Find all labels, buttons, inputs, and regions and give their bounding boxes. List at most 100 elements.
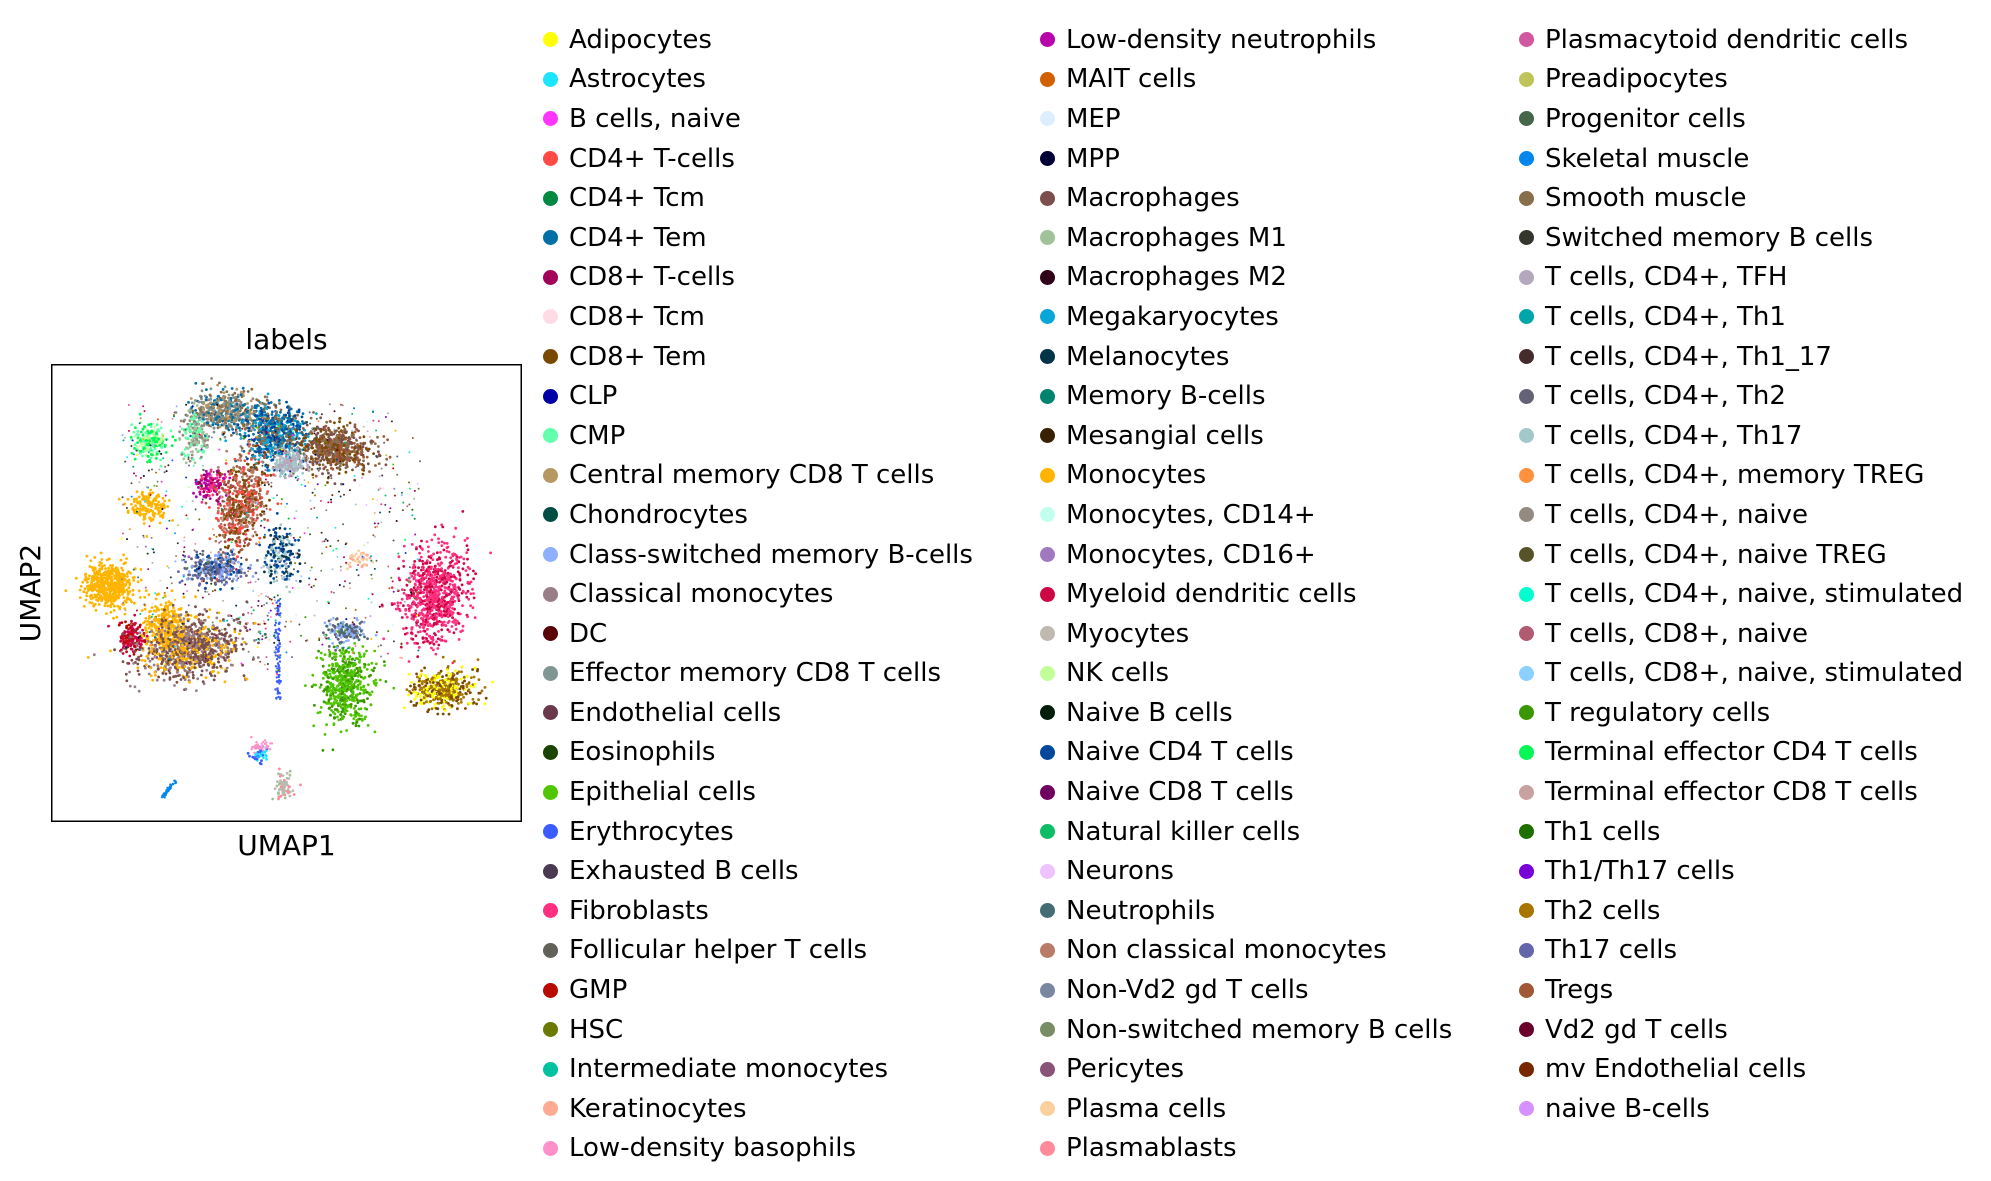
scatter-point xyxy=(147,651,151,655)
scatter-point xyxy=(149,509,153,512)
scatter-point xyxy=(166,641,170,645)
scatter-point xyxy=(253,621,257,625)
scatter-point xyxy=(207,615,211,619)
scatter-point xyxy=(260,413,264,416)
scatter-point xyxy=(206,487,209,491)
scatter-point xyxy=(152,437,155,440)
scatter-point xyxy=(329,433,333,436)
scatter-point xyxy=(193,441,196,444)
scatter-point xyxy=(280,469,284,473)
scatter-point xyxy=(149,447,153,450)
scatter-point xyxy=(109,604,112,607)
scatter-point xyxy=(155,593,159,597)
scatter-point xyxy=(88,574,91,578)
scatter-point xyxy=(115,615,119,619)
scatter-point xyxy=(121,632,124,636)
scatter-point xyxy=(193,427,197,431)
scatter-point xyxy=(132,500,136,504)
scatter-point xyxy=(121,572,125,576)
scatter-point xyxy=(195,689,198,692)
scatter-point xyxy=(252,432,255,436)
scatter-point xyxy=(191,458,195,461)
scatter-point xyxy=(190,637,193,641)
scatter-point xyxy=(201,382,205,385)
scatter-point xyxy=(167,624,170,628)
scatter-point xyxy=(180,664,184,668)
scatter-point xyxy=(124,561,128,565)
scatter-point xyxy=(238,409,242,413)
scatter-point xyxy=(91,586,95,589)
scatter-point xyxy=(95,578,99,581)
scatter-point xyxy=(316,452,319,455)
scatter-point xyxy=(259,406,263,410)
scatter-point xyxy=(124,583,128,587)
scatter-point xyxy=(385,457,389,461)
scatter-point xyxy=(353,460,357,464)
scatter-point xyxy=(216,412,220,416)
scatter-point xyxy=(289,420,293,423)
scatter-point xyxy=(250,458,253,461)
scatter-point xyxy=(204,469,208,473)
scatter-point xyxy=(288,417,292,420)
scatter-point xyxy=(111,588,114,592)
scatter-point xyxy=(200,389,204,393)
scatter-point xyxy=(103,564,106,567)
scatter-point xyxy=(357,429,360,433)
scatter-point xyxy=(135,497,138,501)
scatter-point xyxy=(170,589,174,593)
scatter-point xyxy=(220,647,223,651)
scatter-point xyxy=(100,599,103,603)
scatter-point xyxy=(215,476,219,480)
scatter-point xyxy=(342,450,345,454)
scatter-point xyxy=(112,616,115,620)
scatter-point xyxy=(139,430,143,434)
scatter-point xyxy=(253,530,257,534)
scatter-point xyxy=(326,481,329,484)
scatter-point xyxy=(365,455,369,459)
scatter-point xyxy=(216,653,220,656)
scatter-point xyxy=(246,406,250,409)
scatter-point xyxy=(204,398,208,402)
scatter-point xyxy=(167,499,171,502)
scatter-point xyxy=(296,447,300,451)
scatter-point xyxy=(275,468,279,472)
scatter-point xyxy=(195,482,199,486)
scatter-point xyxy=(110,572,114,576)
scatter-point xyxy=(319,416,322,420)
scatter-point xyxy=(179,618,183,622)
scatter-point xyxy=(122,553,125,557)
scatter-point xyxy=(130,647,134,651)
scatter-point xyxy=(320,444,324,447)
scatter-point xyxy=(137,658,141,662)
scatter-point xyxy=(133,443,137,446)
scatter-point xyxy=(154,499,158,502)
scatter-point xyxy=(153,502,157,506)
scatter-point xyxy=(290,427,294,431)
scatter-point xyxy=(144,589,148,593)
scatter-point xyxy=(86,584,90,588)
scatter-point xyxy=(209,401,213,405)
scatter-point xyxy=(168,603,172,607)
scatter-point xyxy=(205,668,209,672)
scatter-point xyxy=(273,403,276,407)
scatter-point xyxy=(92,653,96,657)
scatter-point xyxy=(213,674,217,678)
scatter-point xyxy=(128,670,131,674)
scatter-point xyxy=(162,640,165,644)
scatter-point xyxy=(109,577,113,581)
scatter-point xyxy=(304,459,308,462)
scatter-point xyxy=(231,492,235,496)
scatter-point xyxy=(241,412,245,416)
scatter-point xyxy=(293,414,297,418)
scatter-point xyxy=(136,436,140,440)
scatter-point xyxy=(205,647,209,651)
scatter-point xyxy=(113,574,116,578)
scatter-point xyxy=(138,631,142,635)
scatter-point xyxy=(243,431,247,435)
scatter-point xyxy=(198,394,202,398)
scatter-point xyxy=(107,566,110,570)
scatter-point xyxy=(185,436,188,440)
scatter-point xyxy=(244,500,247,504)
scatter-point xyxy=(250,405,254,408)
scatter-point xyxy=(136,666,140,670)
